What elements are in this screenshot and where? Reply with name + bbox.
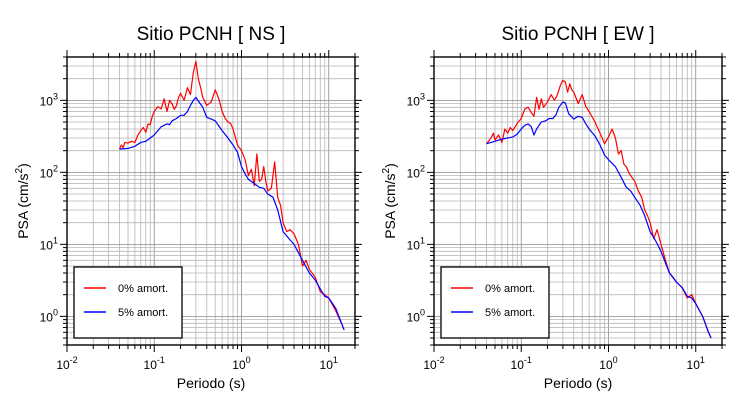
legend-label-5pct-ew: 5% amort.: [485, 307, 535, 319]
series-ew: [486, 79, 712, 339]
legend-box-ew: [440, 266, 550, 339]
y-tick-label: 103: [40, 91, 58, 108]
y-tick-label: 101: [40, 235, 58, 252]
legend-label-0pct-ew: 0% amort.: [485, 283, 535, 295]
legend-ew: 0% amort. 5% amort.: [440, 266, 550, 339]
grid-ns: [66, 56, 356, 346]
x-tick-label: 101: [687, 355, 705, 372]
chart-title-ew: Sitio PCNH [ EW ]: [501, 24, 654, 45]
x-tick-label: 10-1: [511, 355, 532, 372]
x-tick-label: 10-1: [144, 355, 165, 372]
y-tick-label: 101: [407, 235, 425, 252]
series-line-5-amort-ns: [119, 96, 345, 331]
legend-label-0pct-ns: 0% amort.: [118, 283, 168, 295]
series-line-0-amort-ew: [486, 79, 712, 339]
ticks-ew: [427, 50, 729, 352]
x-tick-label: 100: [232, 355, 250, 372]
tick-labels-ew: 10-2 10-1 100 101 100 101 102 103: [407, 91, 705, 372]
chart-panel-ew: Sitio PCNH [ EW ] 10-2 10-1 100 10110010110…: [381, 24, 729, 391]
y-tick-label: 102: [407, 163, 425, 180]
tick-labels-ns: 10-2 10-1 100 101 100 101 102 103: [40, 91, 338, 372]
x-tick-label: 101: [320, 355, 338, 372]
series-ns: [118, 60, 345, 331]
ticks-ns: [60, 50, 362, 352]
legend-ns: 0% amort. 5% amort.: [73, 266, 183, 339]
y-tick-label: 102: [40, 163, 58, 180]
legend-box-ns: [73, 266, 183, 339]
chart-panel-ns: Sitio PCNH [ NS ] 10-2 10-1 100 10110010110…: [14, 24, 362, 391]
x-axis-label-ns: Periodo (s): [177, 375, 245, 391]
y-axis-label-ew: PSA (cm/s2): [381, 163, 398, 239]
y-tick-label: 103: [407, 91, 425, 108]
chart-title-ns: Sitio PCNH [ NS ]: [137, 24, 286, 45]
x-axis-label-ew: Periodo (s): [544, 375, 612, 391]
y-axis-label-ns: PSA (cm/s2): [14, 163, 31, 239]
x-tick-label: 100: [599, 355, 617, 372]
x-tick-label: 10-2: [56, 355, 77, 372]
legend-label-5pct-ns: 5% amort.: [118, 307, 168, 319]
series-line-0-amort-ns: [118, 60, 345, 331]
x-tick-label: 10-2: [423, 355, 444, 372]
y-tick-label: 100: [407, 307, 425, 324]
y-tick-label: 100: [40, 307, 58, 324]
series-line-5-amort-ew: [486, 101, 712, 339]
